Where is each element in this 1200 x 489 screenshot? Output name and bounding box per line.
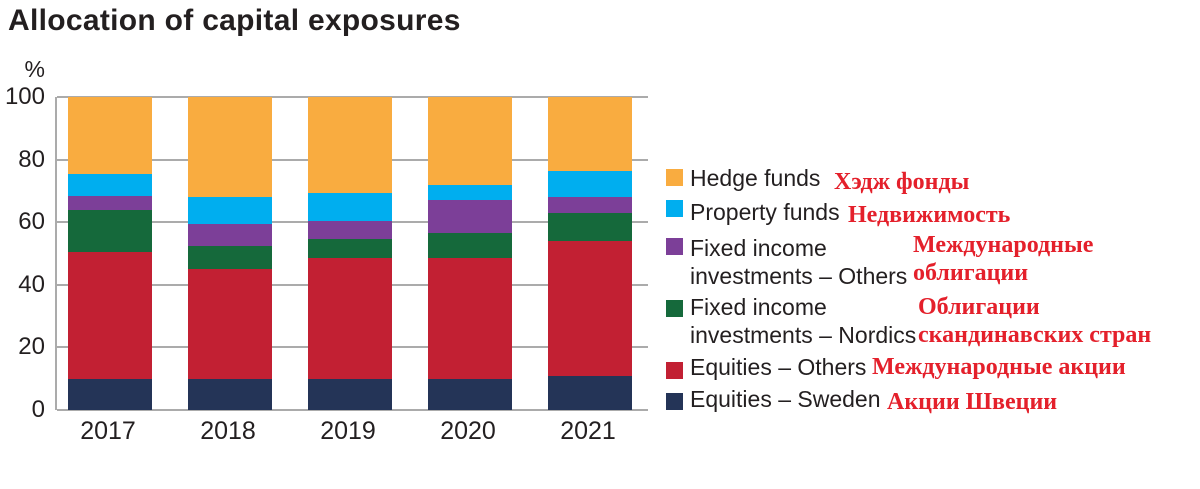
stacked-bar-2019	[308, 97, 392, 410]
segment	[68, 195, 152, 210]
gridline-0	[57, 409, 648, 411]
segment	[68, 209, 152, 252]
segment	[548, 212, 632, 241]
x-axis-label-2019: 2019	[320, 417, 376, 445]
legend-label-line: investments – Others	[690, 263, 908, 289]
legend-swatch-property-funds	[666, 200, 683, 217]
x-axis-label-2017: 2017	[80, 417, 136, 445]
legend-swatch-fixed-income-nordics	[666, 300, 683, 317]
segment	[548, 170, 632, 198]
legend-label-line: Fixed income	[690, 294, 827, 320]
stacked-bar-2020	[428, 97, 512, 410]
translation-fixed-income-nordics: Облигации скандинавских стран	[918, 293, 1151, 349]
stacked-bar-2021	[548, 97, 632, 410]
segment	[428, 184, 512, 201]
translation-line: облигации	[913, 260, 1029, 286]
y-axis-label-100: 100	[4, 83, 45, 110]
stacked-bar-2018	[188, 97, 272, 410]
segment	[188, 197, 272, 224]
legend-swatch-fixed-income-others	[666, 238, 683, 255]
legend-swatch-hedge-funds	[666, 169, 683, 186]
segment	[428, 97, 512, 185]
legend: Hedge funds Хэдж фонды Property funds Не…	[666, 165, 1200, 430]
legend-label-property-funds: Property funds	[690, 199, 840, 225]
legend-label-line: Fixed income	[690, 235, 827, 261]
x-axis-label-2020: 2020	[440, 417, 496, 445]
segment	[188, 245, 272, 270]
segment	[308, 258, 392, 379]
segment	[308, 378, 392, 410]
segment	[548, 241, 632, 376]
y-axis-label-20: 20	[18, 333, 45, 361]
legend-label-line: investments – Nordics	[690, 322, 917, 348]
segment	[308, 97, 392, 193]
translation-property-funds: Недвижимость	[848, 202, 1011, 228]
y-axis-label-40: 40	[18, 270, 45, 298]
y-axis-label-80: 80	[18, 145, 45, 173]
legend-swatch-equities-others	[666, 362, 683, 379]
segment	[428, 200, 512, 234]
x-axis-label-2021: 2021	[560, 417, 616, 445]
translation-fixed-income-others: Международные облигации	[913, 231, 1093, 287]
segment	[188, 97, 272, 198]
segment	[308, 192, 392, 221]
segment	[68, 97, 152, 174]
y-axis-unit-label: %	[24, 56, 45, 82]
segment	[68, 251, 152, 379]
segment	[188, 378, 272, 410]
translation-hedge-funds: Хэдж фонды	[834, 169, 970, 195]
segment	[188, 269, 272, 379]
plot-area	[55, 96, 648, 411]
translation-equities-others: Международные акции	[872, 354, 1126, 380]
segment	[68, 173, 152, 196]
segment	[308, 239, 392, 259]
segment	[548, 375, 632, 410]
gridline-100	[57, 96, 648, 98]
legend-label-equities-sweden: Equities – Sweden	[690, 386, 881, 412]
y-axis-label-60: 60	[18, 208, 45, 236]
translation-line: скандинавских стран	[918, 322, 1152, 348]
segment	[68, 378, 152, 410]
translation-line: Международные	[913, 232, 1094, 258]
segment	[548, 97, 632, 171]
legend-label-hedge-funds: Hedge funds	[690, 165, 821, 191]
segment	[308, 220, 392, 240]
stacked-bar-2017	[68, 97, 152, 410]
segment	[188, 223, 272, 246]
translation-line: Облигации	[918, 294, 1040, 320]
legend-label-equities-others: Equities – Others	[690, 354, 867, 380]
chart-title: Allocation of capital exposures	[8, 4, 461, 37]
translation-equities-sweden: Акции Швеции	[887, 389, 1058, 415]
legend-swatch-equities-sweden	[666, 393, 683, 410]
x-axis-label-2018: 2018	[200, 417, 256, 445]
y-axis-label-0: 0	[31, 396, 45, 423]
segment	[548, 197, 632, 213]
segment	[428, 233, 512, 259]
legend-label-fixed-income-others: Fixed income investments – Others	[690, 234, 907, 290]
segment	[428, 258, 512, 379]
legend-label-fixed-income-nordics: Fixed income investments – Nordics	[690, 293, 916, 349]
segment	[428, 378, 512, 410]
